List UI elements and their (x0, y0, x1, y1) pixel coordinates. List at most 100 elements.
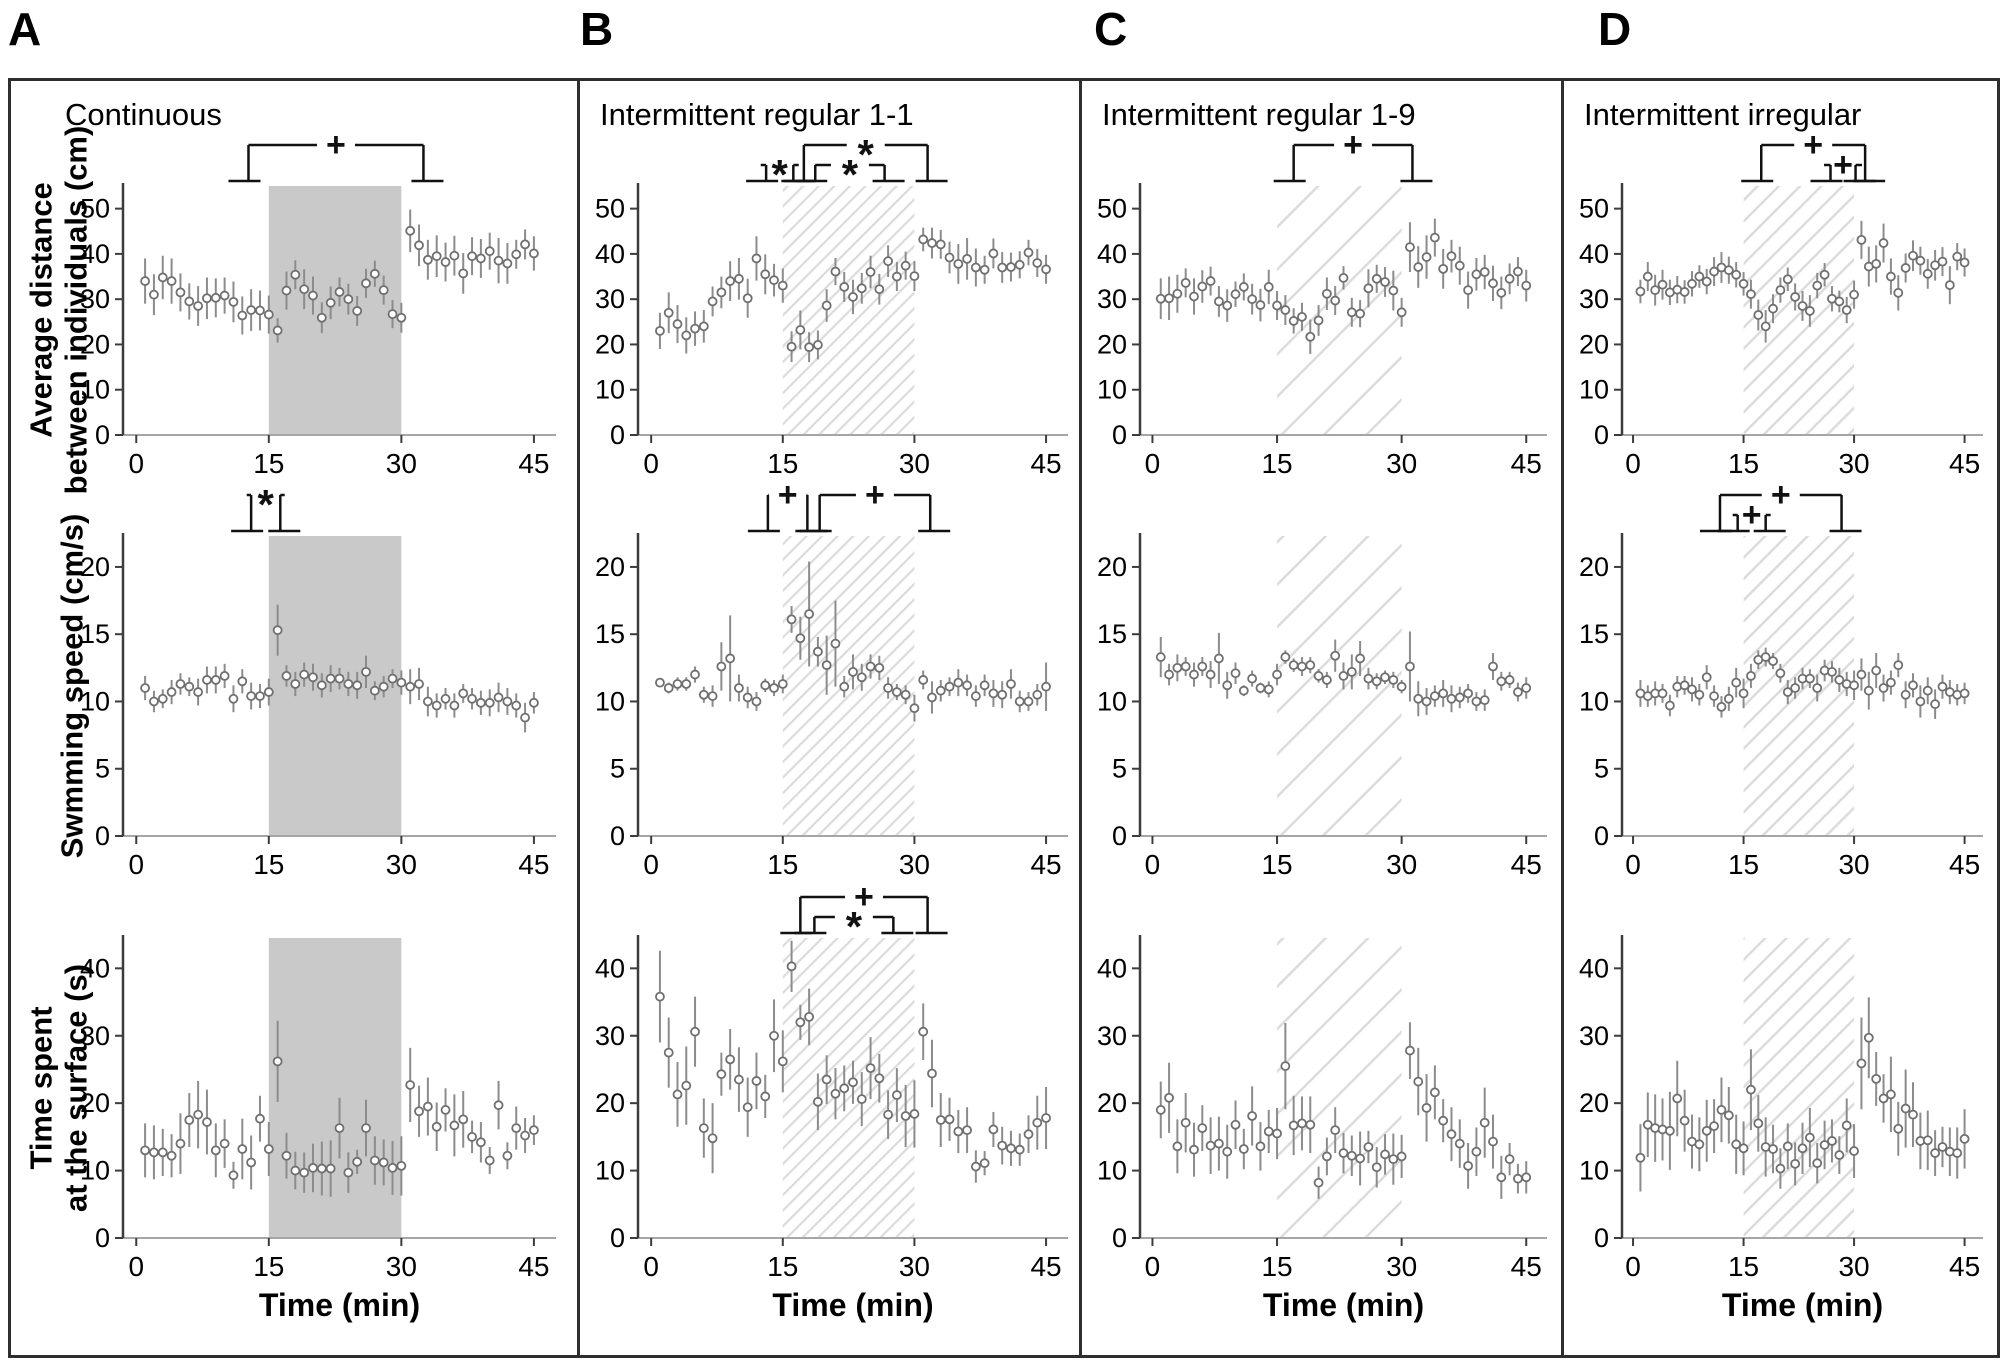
svg-text:20: 20 (80, 552, 110, 582)
svg-text:0: 0 (1145, 1251, 1161, 1282)
significance-asterisk: * (258, 481, 275, 528)
svg-text:20: 20 (1579, 329, 1609, 359)
significance-plus: + (326, 126, 346, 164)
svg-text:0: 0 (1594, 1223, 1609, 1253)
svg-text:45: 45 (1949, 849, 1980, 880)
significance-asterisk: * (772, 151, 789, 198)
svg-text:0: 0 (95, 1223, 110, 1253)
svg-text:50: 50 (1579, 194, 1609, 224)
svg-text:20: 20 (80, 329, 110, 359)
column-continuous: Continuous 0 10 20 30 40 50 0 15 30 45 +0 5 10 15 20 0 1… (11, 81, 577, 1355)
significance-plus: + (1833, 146, 1853, 184)
svg-text:40: 40 (1579, 239, 1609, 269)
svg-text:15: 15 (253, 849, 284, 880)
y-axis-title-surface: Time spent at the surface (s) (23, 963, 93, 1213)
y-axis-title-surface-line2: at the surface (s) (58, 963, 93, 1213)
svg-text:15: 15 (1261, 448, 1292, 479)
svg-text:15: 15 (253, 1251, 284, 1282)
svg-text:50: 50 (595, 194, 625, 224)
svg-text:20: 20 (1579, 552, 1609, 582)
significance-asterisk: * (842, 151, 859, 198)
panel-surface-intermittent-irregular: 0 10 20 30 40 0 15 30 45 (1579, 935, 1983, 1282)
svg-text:15: 15 (1097, 619, 1127, 649)
panel-letter-d: D (1598, 3, 1633, 55)
svg-text:45: 45 (518, 849, 549, 880)
svg-text:45: 45 (1030, 1251, 1061, 1282)
svg-text:15: 15 (1579, 619, 1609, 649)
significance-plus: + (854, 883, 874, 916)
svg-text:15: 15 (767, 849, 798, 880)
svg-text:15: 15 (595, 619, 625, 649)
svg-text:40: 40 (80, 239, 110, 269)
svg-text:10: 10 (1579, 375, 1609, 405)
panel-surface-continuous: 0 10 20 30 40 0 15 30 45 (80, 935, 556, 1282)
svg-text:30: 30 (1579, 1021, 1609, 1051)
svg-text:30: 30 (899, 448, 930, 479)
svg-text:0: 0 (128, 849, 144, 880)
svg-text:50: 50 (80, 194, 110, 224)
svg-text:30: 30 (1097, 284, 1127, 314)
svg-text:45: 45 (1949, 1251, 1980, 1282)
svg-text:5: 5 (95, 754, 110, 784)
svg-text:30: 30 (1097, 1021, 1127, 1051)
svg-text:5: 5 (1112, 754, 1127, 784)
svg-text:10: 10 (80, 375, 110, 405)
svg-text:30: 30 (80, 1021, 110, 1051)
y-axis-title-surface-line1: Time spent (23, 1006, 59, 1170)
svg-text:45: 45 (518, 1251, 549, 1282)
svg-text:30: 30 (595, 1021, 625, 1051)
svg-text:15: 15 (1728, 1251, 1759, 1282)
svg-text:10: 10 (80, 686, 110, 716)
svg-text:15: 15 (1261, 1251, 1292, 1282)
svg-text:30: 30 (595, 284, 625, 314)
svg-text:15: 15 (1728, 448, 1759, 479)
svg-text:30: 30 (899, 1251, 930, 1282)
svg-text:30: 30 (1386, 448, 1417, 479)
svg-text:10: 10 (595, 375, 625, 405)
x-axis-title-a: Time (min) (258, 1287, 421, 1323)
svg-text:0: 0 (1625, 849, 1641, 880)
svg-text:40: 40 (595, 953, 625, 983)
panel-speed-intermittent-1-9: 0 5 10 15 20 0 15 30 45 (1097, 533, 1547, 880)
svg-text:10: 10 (595, 686, 625, 716)
svg-text:30: 30 (1838, 1251, 1869, 1282)
svg-text:10: 10 (595, 1156, 625, 1186)
y-axis-title-speed-line1: Swmming speed (cm/s) (54, 513, 90, 859)
significance-asterisk: * (858, 131, 875, 178)
svg-text:30: 30 (1386, 1251, 1417, 1282)
svg-text:0: 0 (1625, 1251, 1641, 1282)
panel-speed-continuous: 0 5 10 15 20 0 15 30 45 * (80, 481, 556, 880)
significance-plus: + (865, 481, 885, 514)
svg-text:45: 45 (1030, 448, 1061, 479)
panel-title-continuous: Continuous (65, 97, 222, 132)
column-intermittent-1-9: Intermittent regular 1-9 0 10 20 30 40 50 0 15 3… (1079, 81, 1561, 1355)
svg-text:5: 5 (1594, 754, 1609, 784)
svg-text:10: 10 (1097, 686, 1127, 716)
significance-plus: + (1803, 126, 1823, 164)
y-axis-title-distance: Average distance between individuals (cm… (23, 126, 93, 495)
column-intermittent-irregular: Intermittent irregular 0 10 20 30 40 50 0 15 30 4… (1561, 81, 1997, 1355)
panel-surface-intermittent-1-1: 0 10 20 30 40 0 15 30 45 +* (595, 883, 1068, 1282)
svg-text:45: 45 (1511, 448, 1542, 479)
x-axis-title-d: Time (min) (1721, 1287, 1884, 1323)
svg-text:15: 15 (1261, 849, 1292, 880)
panel-letter-b: B (580, 3, 615, 55)
svg-text:20: 20 (80, 1088, 110, 1118)
svg-text:0: 0 (1112, 1223, 1127, 1253)
svg-text:30: 30 (386, 1251, 417, 1282)
svg-text:30: 30 (80, 284, 110, 314)
svg-text:20: 20 (595, 552, 625, 582)
svg-text:20: 20 (1579, 1088, 1609, 1118)
svg-text:40: 40 (1097, 953, 1127, 983)
svg-text:20: 20 (595, 329, 625, 359)
svg-text:0: 0 (95, 821, 110, 851)
svg-text:15: 15 (767, 448, 798, 479)
svg-text:20: 20 (1097, 329, 1127, 359)
y-axis-title-distance-line1: Average distance (23, 182, 59, 438)
svg-text:30: 30 (386, 448, 417, 479)
svg-text:40: 40 (595, 239, 625, 269)
svg-text:40: 40 (1097, 239, 1127, 269)
svg-text:15: 15 (253, 448, 284, 479)
panel-distance-continuous: 0 10 20 30 40 50 0 15 30 45 + (80, 126, 556, 479)
